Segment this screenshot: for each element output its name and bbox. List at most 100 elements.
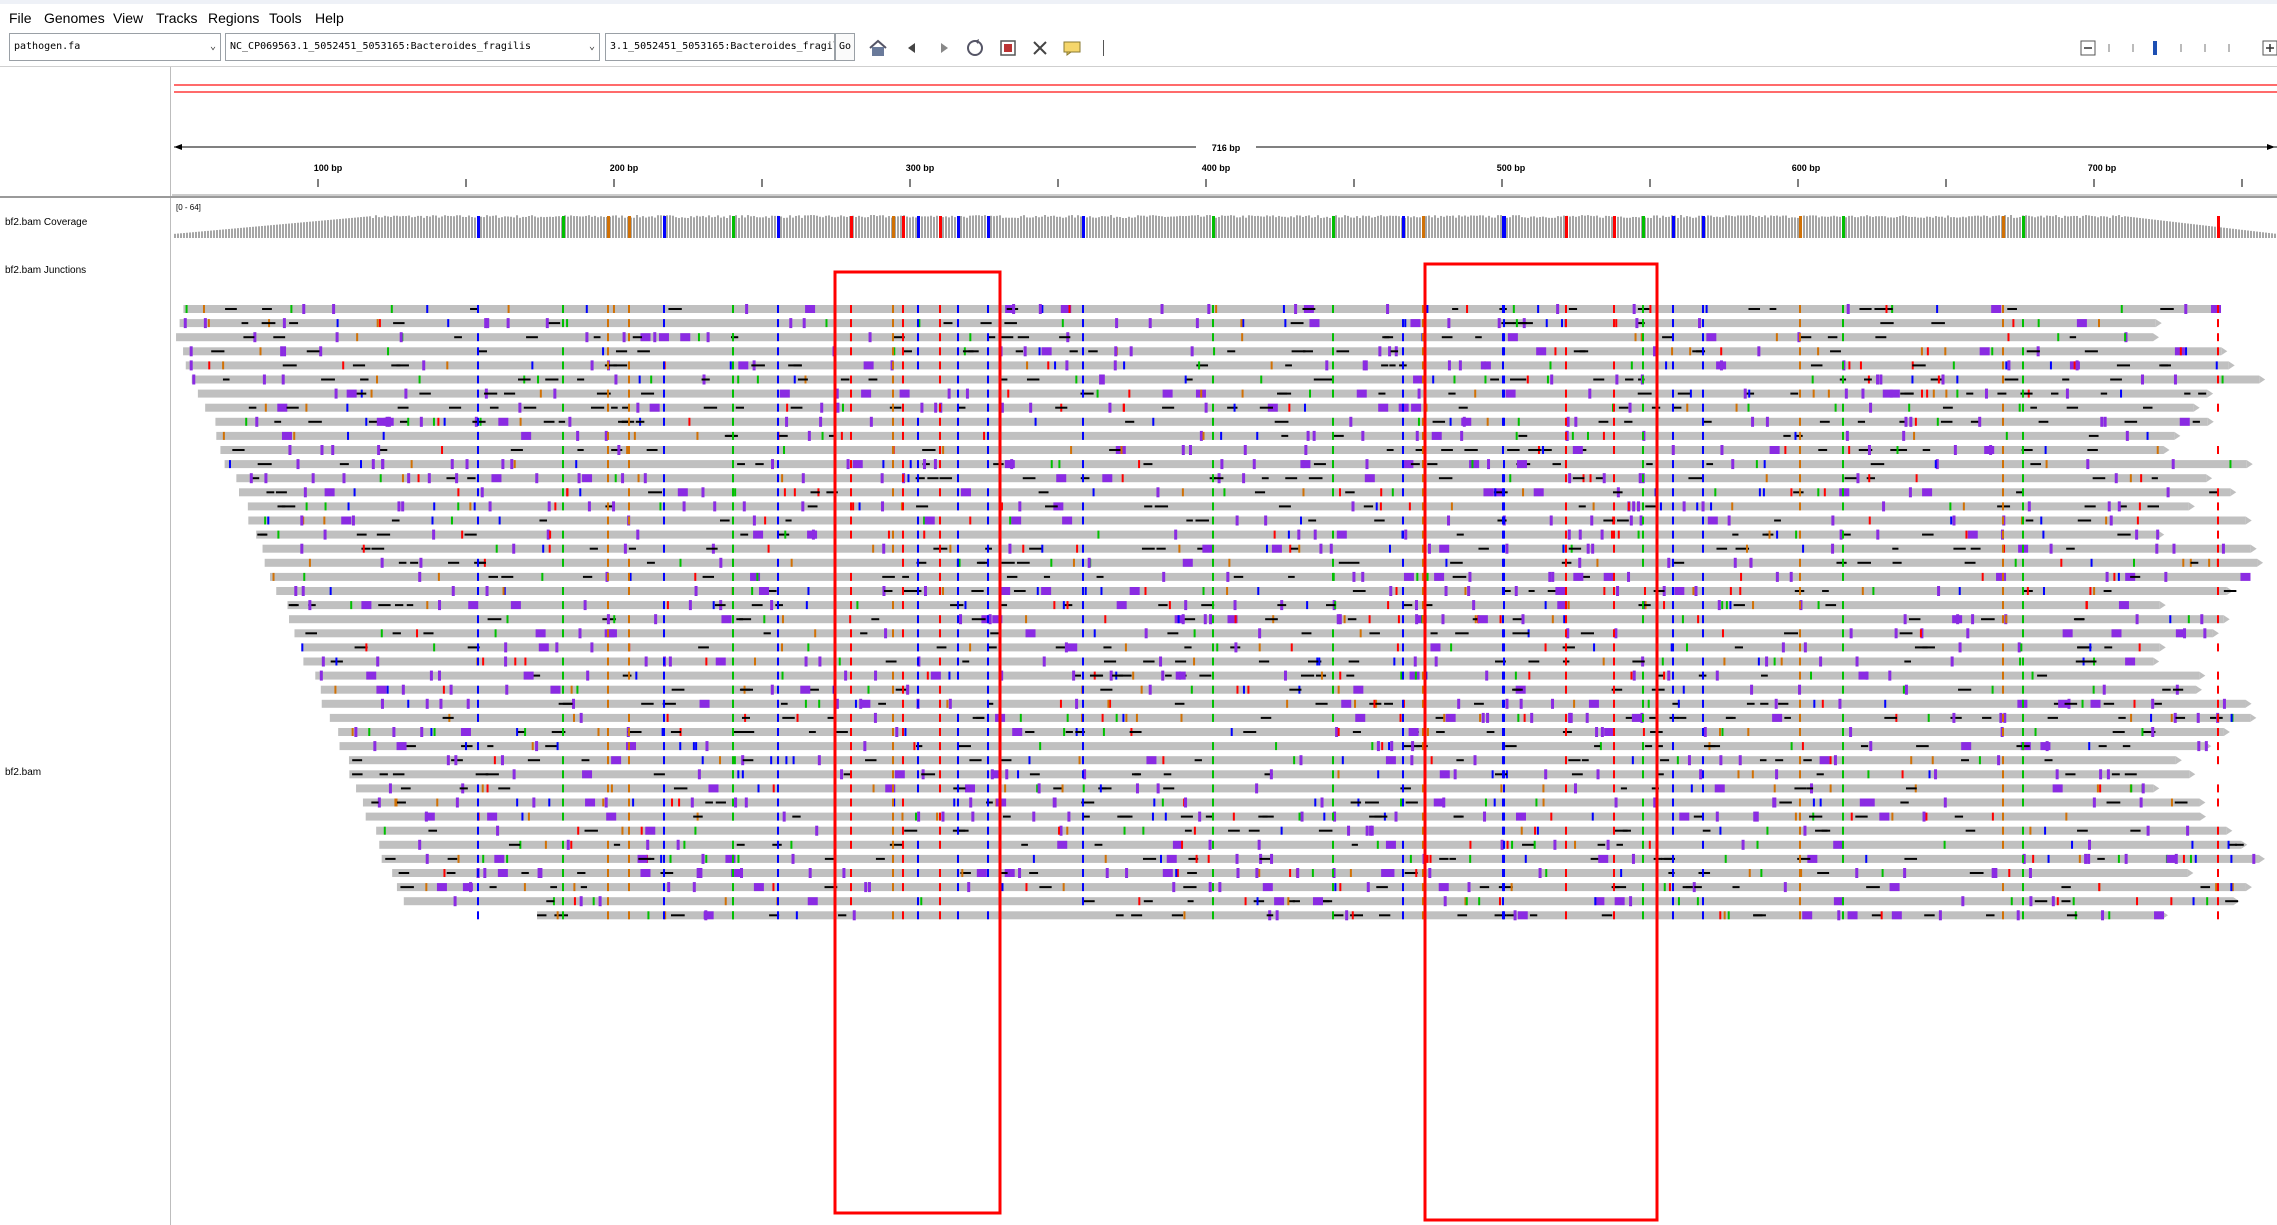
genome-dropdown[interactable]: pathogen.fa ⌄	[9, 33, 221, 61]
column-mismatch-mark	[1642, 770, 1644, 779]
mismatch-mark	[1078, 756, 1081, 765]
menu-view[interactable]: View	[113, 10, 144, 26]
insertion-block	[1439, 544, 1450, 553]
read[interactable]	[381, 854, 2259, 863]
column-mismatch-mark	[1613, 671, 1615, 680]
forward-icon[interactable]	[933, 37, 955, 59]
alignment-track-name[interactable]: bf2.bam	[5, 767, 42, 778]
read[interactable]	[379, 840, 2242, 849]
column-mismatch-mark	[2022, 431, 2024, 440]
read[interactable]	[320, 685, 2196, 694]
zoom-widget[interactable]	[2077, 36, 2277, 60]
coverage-track[interactable]	[174, 215, 2276, 238]
menu-genomes[interactable]: Genomes	[44, 10, 105, 26]
back-icon[interactable]	[901, 37, 923, 59]
go-button[interactable]: Go	[835, 33, 855, 61]
read[interactable]	[356, 784, 2154, 793]
mismatch-mark	[1293, 756, 1296, 765]
read[interactable]	[238, 488, 2231, 497]
read[interactable]	[287, 601, 2160, 610]
junctions-track-name[interactable]: bf2.bam Junctions	[5, 265, 87, 276]
deletion-mark	[611, 449, 621, 451]
menu-regions[interactable]: Regions	[208, 10, 260, 26]
read[interactable]	[176, 333, 2153, 342]
read[interactable]	[183, 347, 2222, 356]
mismatch-mark	[1128, 389, 1131, 398]
read[interactable]	[264, 558, 2258, 567]
coverage-bar	[666, 215, 668, 238]
insertion-mark	[535, 473, 539, 484]
read[interactable]	[205, 403, 2194, 412]
read[interactable]	[303, 657, 2154, 666]
resize-icon[interactable]	[1029, 37, 1051, 59]
read[interactable]	[216, 431, 2175, 440]
coverage-bar	[2220, 227, 2222, 238]
menu-help[interactable]: Help	[315, 10, 344, 26]
read[interactable]	[338, 728, 2224, 736]
coverage-track-name[interactable]: bf2.bam Coverage	[5, 217, 88, 228]
read[interactable]	[348, 756, 2176, 765]
column-mismatch-mark	[1082, 742, 1084, 751]
column-mismatch-mark	[1672, 333, 1674, 342]
column-mismatch-mark	[2002, 403, 2004, 412]
column-mismatch-mark	[1672, 742, 1674, 751]
coverage-bar	[1254, 216, 1256, 238]
insertion-mark	[579, 712, 583, 723]
column-mismatch-mark	[732, 671, 734, 680]
read[interactable]	[537, 911, 2162, 920]
read[interactable]	[224, 460, 2247, 469]
column-mismatch-mark	[663, 840, 665, 849]
deletion-mark	[1573, 350, 1586, 353]
read[interactable]	[183, 305, 2215, 313]
coverage-bar	[2244, 230, 2246, 238]
read[interactable]	[362, 798, 2200, 807]
read[interactable]	[329, 713, 2251, 722]
read[interactable]	[396, 883, 2246, 892]
column-mismatch-mark	[1799, 897, 1801, 906]
mismatch-mark	[941, 587, 944, 595]
coverage-bar	[345, 218, 347, 238]
chromosome-dropdown[interactable]: NC_CP069563.1_5052451_5053165:Bacteroide…	[225, 33, 600, 61]
deletion-mark	[1521, 632, 1530, 635]
insertion-mark	[604, 797, 608, 808]
read[interactable]	[191, 375, 2260, 384]
insertion-mark	[1472, 600, 1476, 611]
read[interactable]	[294, 629, 2213, 638]
read[interactable]	[270, 572, 2242, 581]
coverage-bar	[1929, 216, 1931, 238]
read[interactable]	[376, 826, 2227, 835]
column-mismatch-mark	[663, 572, 665, 581]
insertion-mark	[1731, 459, 1735, 470]
alignment-track[interactable]	[176, 304, 2266, 921]
read[interactable]	[248, 516, 2246, 525]
coverage-bar	[960, 216, 962, 238]
read[interactable]	[321, 699, 2246, 708]
read[interactable]	[256, 530, 2159, 539]
coverage-bar	[819, 216, 821, 238]
read[interactable]	[365, 812, 2201, 821]
coverage-bar	[1533, 216, 1535, 238]
coverage-bar	[1560, 216, 1562, 238]
refresh-icon[interactable]	[964, 37, 986, 59]
home-icon[interactable]	[867, 37, 889, 59]
column-mismatch-mark	[902, 502, 904, 511]
read[interactable]	[215, 417, 2208, 426]
menu-file[interactable]: File	[9, 10, 32, 26]
read[interactable]	[247, 502, 2189, 511]
mismatch-mark	[790, 558, 793, 567]
popup-text-icon[interactable]	[1061, 37, 1083, 59]
column-mismatch-mark	[732, 361, 734, 370]
alignment-canvas[interactable]: 716 bp 100 bp 200 bp 300 bp 400 bp 500 bp 600…	[172, 67, 2277, 1225]
read[interactable]	[276, 587, 2227, 595]
menu-tools[interactable]: Tools	[269, 10, 302, 26]
coverage-bar	[1632, 216, 1634, 238]
column-mismatch-mark	[939, 840, 941, 849]
read[interactable]	[179, 319, 2156, 328]
read[interactable]	[315, 671, 2200, 680]
menu-tracks[interactable]: Tracks	[156, 10, 198, 26]
read[interactable]	[339, 742, 2206, 751]
locus-input[interactable]: 3.1_5052451_5053165:Bacteroides_fragilis	[605, 33, 835, 61]
roi-icon[interactable]	[997, 37, 1019, 59]
read[interactable]	[289, 615, 2224, 624]
read[interactable]	[262, 544, 2251, 553]
